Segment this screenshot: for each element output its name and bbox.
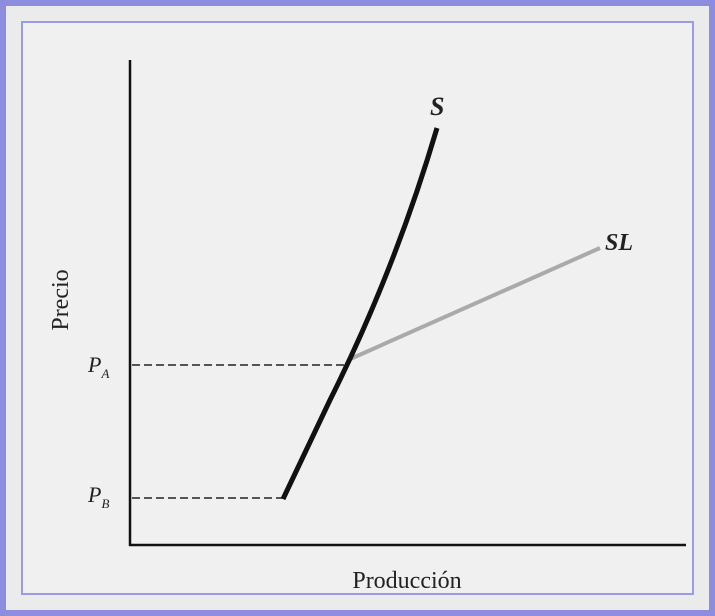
s-curve xyxy=(280,127,440,501)
s-label: S xyxy=(430,92,444,121)
pa-label: PA xyxy=(87,352,109,381)
x-axis-label: Producción xyxy=(352,568,461,594)
pb-letter: P xyxy=(87,482,101,507)
pb-label: PB xyxy=(87,482,109,511)
sl-label: SL xyxy=(605,230,633,256)
pa-subscript: A xyxy=(100,366,109,381)
sl-curve xyxy=(347,246,601,362)
pa-letter: P xyxy=(87,352,101,377)
y-axis-label: Precio xyxy=(48,269,74,330)
inner-frame xyxy=(21,21,694,595)
pb-subscript: B xyxy=(101,496,109,511)
